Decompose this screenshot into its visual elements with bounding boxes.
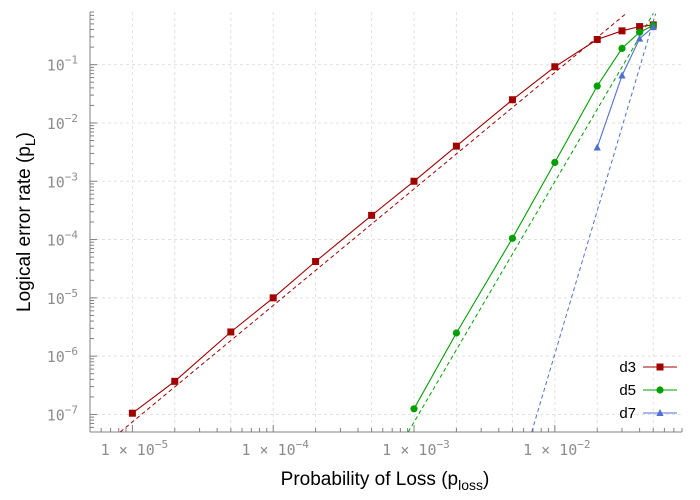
data-point-d7 xyxy=(636,34,644,42)
grid xyxy=(90,12,682,432)
y-tick-label: 10−3 xyxy=(47,170,78,191)
data-point-d3 xyxy=(128,409,136,417)
series-line-d7 xyxy=(596,26,654,148)
y-tick-label: 10−2 xyxy=(47,112,78,133)
fit-line-d3 xyxy=(119,13,627,432)
x-tick-label: 1 × 10−2 xyxy=(523,438,590,459)
data-point-d5 xyxy=(410,405,418,413)
y-tick-label: 10−1 xyxy=(47,54,78,75)
y-tick-label: 10−4 xyxy=(47,229,79,250)
x-tick-label: 1 × 10−4 xyxy=(241,438,309,459)
data-point-d5 xyxy=(636,28,644,36)
fit-line-d5 xyxy=(407,13,654,432)
series-line-d3 xyxy=(132,24,654,414)
data-point-d7 xyxy=(618,71,626,79)
series-lines xyxy=(132,24,654,414)
data-point-d3 xyxy=(171,377,179,385)
y-tick-label: 10−6 xyxy=(47,345,78,366)
plot-frame xyxy=(89,11,683,433)
data-point-d3 xyxy=(312,258,320,266)
legend-label-d5: d5 xyxy=(619,382,636,399)
x-tick-label: 1 × 10−3 xyxy=(382,438,449,459)
data-point-d3 xyxy=(618,27,626,35)
legend-marker-d3 xyxy=(656,363,664,371)
legend-marker-d7 xyxy=(656,409,664,416)
fit-line-d7 xyxy=(531,13,657,432)
data-point-d3 xyxy=(410,177,418,185)
legend: d3 d5 d7 xyxy=(619,359,677,422)
y-tick-labels: 10−7 10−6 10−5 10−4 10−3 10−2 10−1 xyxy=(47,54,79,425)
data-point-d5 xyxy=(452,329,461,337)
data-point-d7 xyxy=(649,23,657,31)
data-point-d3 xyxy=(368,211,376,219)
y-axis-title: Logical error rate (pL) xyxy=(14,132,38,312)
fit-lines xyxy=(119,13,657,432)
data-point-d3 xyxy=(452,142,460,150)
data-point-d5 xyxy=(551,158,559,167)
data-point-d7 xyxy=(593,143,601,151)
x-tick-label: 1 × 10−5 xyxy=(101,438,168,459)
y-tick-label: 10−7 xyxy=(47,403,78,424)
data-point-d3 xyxy=(593,36,601,44)
y-tick-label: 10−5 xyxy=(47,287,78,308)
legend-marker-d5 xyxy=(656,386,664,394)
series-line-d5 xyxy=(413,25,654,410)
data-point-d3 xyxy=(227,328,235,336)
x-axis-title: Probability of Loss (ploss) xyxy=(281,469,490,493)
data-point-d3 xyxy=(269,294,277,302)
legend-label-d7: d7 xyxy=(619,405,636,422)
data-point-d3 xyxy=(551,63,559,71)
data-point-d3 xyxy=(636,23,644,31)
data-point-d3 xyxy=(508,96,516,104)
data-point-d5 xyxy=(508,234,517,242)
series-markers xyxy=(128,21,657,417)
legend-label-d3: d3 xyxy=(619,359,636,376)
data-point-d5 xyxy=(618,44,626,52)
data-point-d5 xyxy=(593,82,601,90)
x-tick-labels: 1 × 10−5 1 × 10−4 1 × 10−3 1 × 10−2 xyxy=(101,438,591,459)
